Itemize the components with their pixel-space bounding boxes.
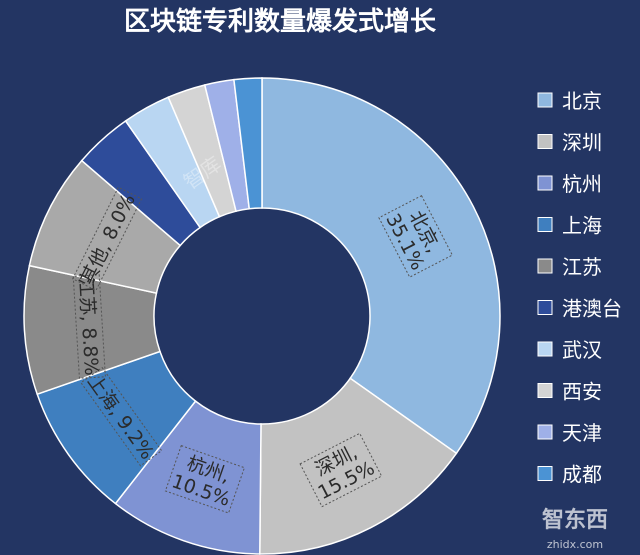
legend-swatch	[537, 175, 553, 191]
watermark-bottom-right-url: zhidx.com	[547, 538, 603, 551]
legend-label: 江苏	[562, 255, 602, 279]
legend-label: 北京	[562, 89, 602, 113]
data-label-box	[378, 195, 453, 278]
data-label-box	[299, 432, 383, 508]
slice-1	[259, 377, 458, 555]
legend-label: 天津	[562, 421, 602, 445]
legend-label: 武汉	[562, 338, 602, 362]
legend-swatch	[537, 258, 553, 274]
chart-title: 区块链专利数量爆发式增长	[124, 6, 437, 37]
slice-10	[233, 77, 263, 210]
legend-label: 深圳	[562, 131, 602, 155]
legend-swatch	[537, 134, 553, 149]
legend-swatch	[537, 300, 553, 315]
legend-swatch	[537, 424, 553, 440]
watermark-bottom-right-brand: 智东西	[542, 507, 608, 533]
legend-label: 西安	[562, 380, 602, 404]
data-label-box	[164, 444, 246, 514]
legend-swatch	[537, 92, 553, 108]
legend-label: 成都	[562, 463, 602, 487]
legend-label: 上海	[562, 214, 602, 238]
legend-swatch	[537, 341, 553, 357]
legend-swatch	[537, 466, 553, 481]
legend-swatch	[537, 383, 553, 398]
donut-chart	[23, 77, 501, 555]
legend-label: 港澳台	[562, 297, 622, 321]
slice-0	[261, 77, 501, 455]
legend-swatch	[537, 217, 553, 232]
legend-label: 杭州	[562, 172, 602, 196]
